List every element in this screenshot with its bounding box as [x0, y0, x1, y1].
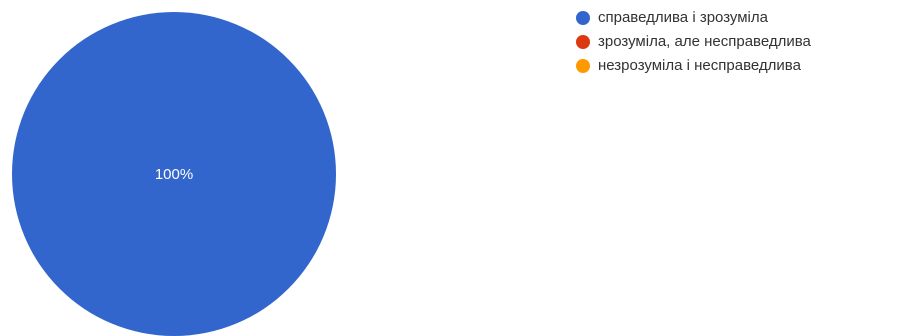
legend-swatch: [576, 58, 590, 73]
pie-slice[interactable]: [12, 12, 336, 336]
legend-label: справедлива і зрозуміла: [598, 9, 768, 26]
legend-item[interactable]: зрозуміла, але несправедлива: [576, 30, 811, 53]
legend-item[interactable]: справедлива і зрозуміла: [576, 6, 811, 29]
pie-plot-area: 100%: [12, 12, 336, 336]
legend-swatch: [576, 10, 590, 25]
slice-label: 100%: [155, 166, 193, 183]
legend-swatch: [576, 34, 590, 49]
chart-legend: справедлива і зрозуміла зрозуміла, але н…: [576, 6, 811, 78]
legend-item[interactable]: незрозуміла і несправедлива: [576, 54, 811, 77]
legend-label: зрозуміла, але несправедлива: [598, 33, 811, 50]
legend-label: незрозуміла і несправедлива: [598, 57, 801, 74]
